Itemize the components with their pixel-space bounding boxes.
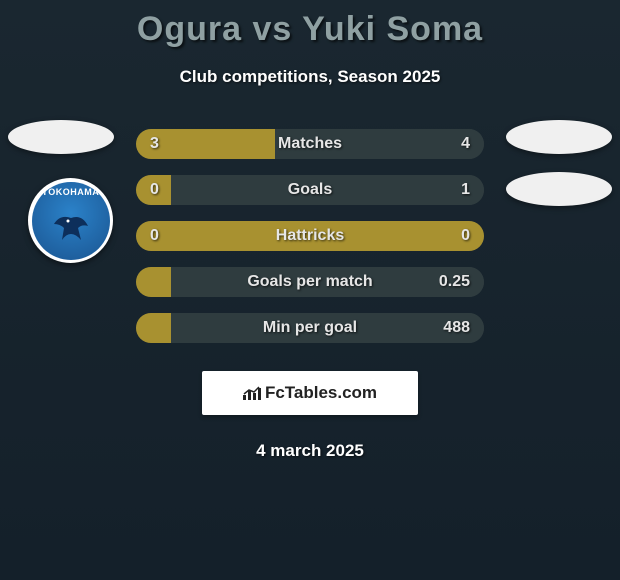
date-label: 4 march 2025 [256,441,364,461]
stat-row: Hattricks 0 0 [136,221,484,251]
bar-left [136,313,171,343]
stat-value-right: 4 [461,135,470,153]
stat-value-left: 3 [150,135,159,153]
stat-value-right: 488 [443,319,470,337]
stat-label: Min per goal [263,319,357,337]
stat-value-right: 0 [461,227,470,245]
stat-label: Hattricks [276,227,344,245]
stat-value-left: 0 [150,227,159,245]
subtitle: Club competitions, Season 2025 [180,67,441,87]
content-root: Ogura vs Yuki Soma Club competitions, Se… [0,0,620,580]
stat-label: Matches [278,135,342,153]
bar-left [136,267,171,297]
page-title: Ogura vs Yuki Soma [137,10,483,49]
fctables-watermark: FcTables.com [202,371,418,415]
stat-value-right: 1 [461,181,470,199]
stat-row: Goals per match 0.25 [136,267,484,297]
stat-row: Matches 3 4 [136,129,484,159]
chart-icon [243,386,261,400]
stats-container: Matches 3 4 Goals 0 1 Hattricks 0 0 Goals per mat… [0,129,620,359]
stat-row: Min per goal 488 [136,313,484,343]
stat-row: Goals 0 1 [136,175,484,205]
stat-label: Goals per match [247,273,372,291]
stat-value-left: 0 [150,181,159,199]
fctables-label: FcTables.com [265,383,377,403]
stat-value-right: 0.25 [439,273,470,291]
stat-label: Goals [288,181,332,199]
